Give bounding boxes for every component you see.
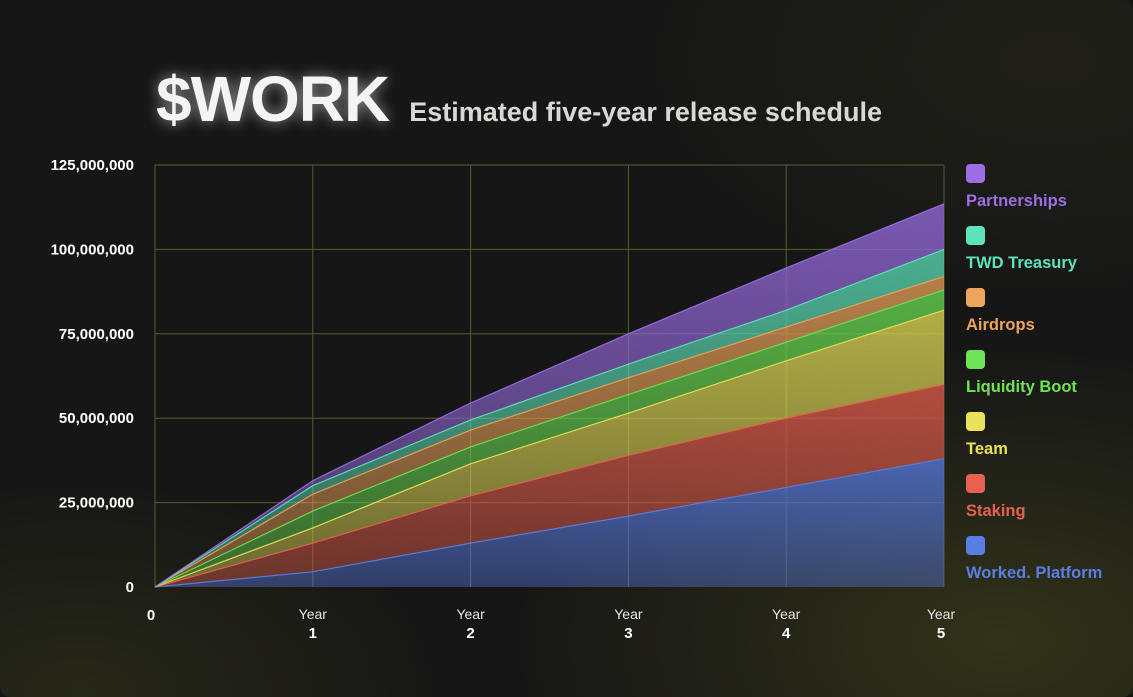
legend-label: Staking: [966, 502, 1026, 520]
line-partnerships: [154, 203, 945, 588]
series-lines: [154, 203, 945, 588]
chart-subtitle: Estimated five-year release schedule: [409, 97, 882, 127]
x-tick-label: 5: [937, 625, 945, 642]
x-tick-label-top: Year: [614, 606, 643, 622]
legend-item: Liquidity Boot: [966, 350, 1131, 412]
legend-label: Worked. Platform: [966, 564, 1103, 582]
y-tick-label: 25,000,000: [59, 495, 134, 512]
legend-item: Team: [966, 412, 1131, 474]
legend-item: Airdrops: [966, 288, 1131, 350]
x-tick-label: 2: [466, 625, 474, 642]
legend-label: Airdrops: [966, 316, 1035, 334]
legend-label: Liquidity Boot: [966, 378, 1077, 396]
legend: Partnerships TWD Treasury Airdrops Liquidit…: [966, 164, 1131, 598]
legend-swatch: [966, 164, 985, 183]
line-liquidity-boot: [154, 289, 945, 588]
x-tick-label-top: Year: [299, 606, 328, 622]
x-tick-label-top: Year: [456, 606, 485, 622]
x-axis-ticks: 0 Year 1 Year 2 Year 3 Year 4 Year 5: [147, 606, 956, 642]
y-tick-label: 75,000,000: [59, 326, 134, 343]
legend-label: Partnerships: [966, 192, 1067, 210]
area-team: [155, 310, 944, 587]
line-twd-treasury: [154, 248, 945, 588]
area-partnerships: [155, 203, 944, 587]
x-tick-label-top: Year: [772, 606, 801, 622]
area-worked-platform: [155, 458, 944, 587]
y-tick-label: 0: [126, 579, 134, 596]
legend-swatch: [966, 474, 985, 493]
y-tick-label: 125,000,000: [51, 157, 134, 174]
y-tick-label: 50,000,000: [59, 410, 134, 427]
legend-swatch: [966, 350, 985, 369]
legend-swatch: [966, 412, 985, 431]
x-tick-label: 3: [624, 625, 632, 642]
x-tick-label-top: Year: [927, 606, 956, 622]
x-tick-label: 4: [782, 625, 791, 642]
line-staking: [154, 383, 945, 588]
area-staking: [155, 384, 944, 587]
line-airdrops: [154, 275, 945, 588]
legend-item: Worked. Platform: [966, 536, 1131, 598]
x-tick-label: 0: [147, 607, 155, 624]
legend-item: Staking: [966, 474, 1131, 536]
area-airdrops: [155, 276, 944, 587]
legend-label: Team: [966, 440, 1008, 458]
line-worked-platform: [154, 458, 945, 588]
legend-item: Partnerships: [966, 164, 1131, 226]
area-twd-treasury: [155, 249, 944, 587]
y-axis-ticks: 0 25,000,000 50,000,000 75,000,000 100,000,0…: [51, 157, 134, 596]
legend-swatch: [966, 536, 985, 555]
legend-swatch: [966, 226, 985, 245]
legend-label: TWD Treasury: [966, 254, 1077, 272]
chart-title: $WORK: [156, 63, 390, 135]
legend-swatch: [966, 288, 985, 307]
x-tick-label: 1: [309, 625, 317, 642]
y-tick-label: 100,000,000: [51, 241, 134, 258]
title-row: $WORK Estimated five-year release schedu…: [156, 62, 882, 136]
line-team: [154, 309, 945, 588]
legend-item: TWD Treasury: [966, 226, 1131, 288]
